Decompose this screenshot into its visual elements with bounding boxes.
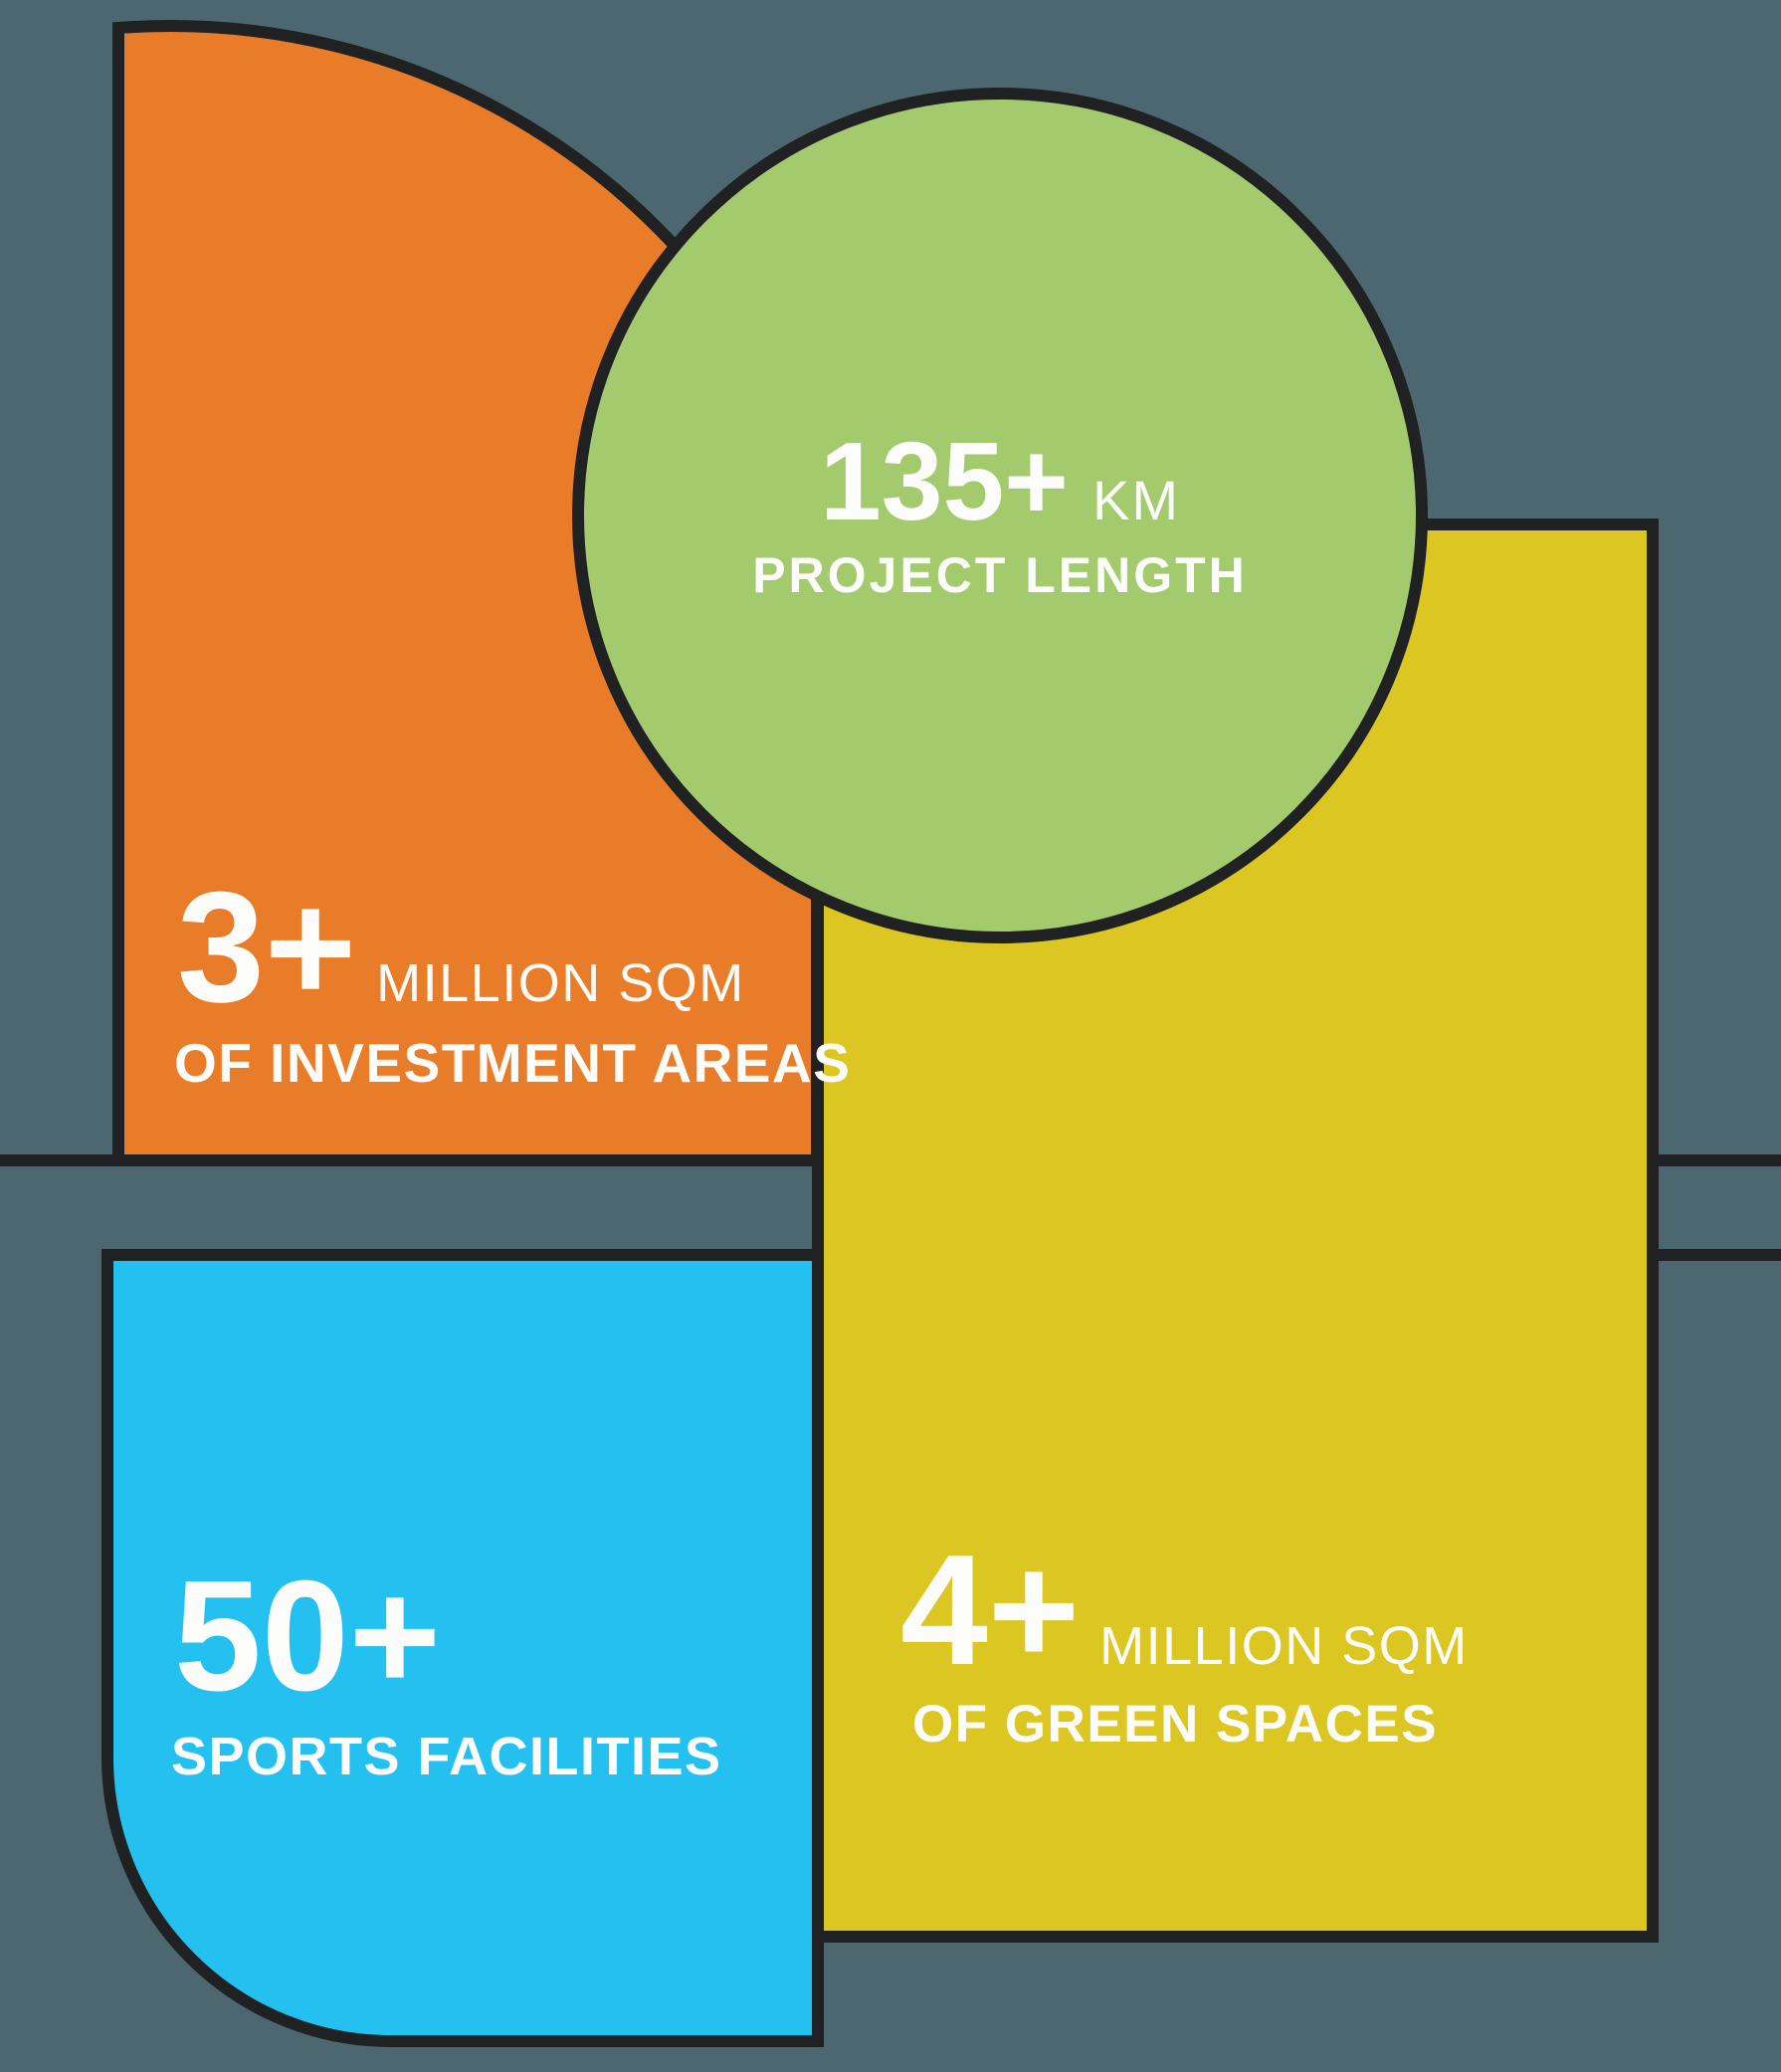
project-length-unit: KM [1092, 469, 1181, 531]
project-length-label: PROJECT LENGTH [752, 547, 1248, 603]
investment-value: 3+ [177, 860, 357, 1035]
project-length-circle [572, 88, 1428, 943]
green-spaces-value: 4+ [900, 1523, 1081, 1698]
sports-facilities-label: SPORTS FACILITIES [171, 1727, 722, 1786]
stat-sports-value-row: 50+ [174, 1557, 441, 1715]
investment-unit: MILLION SQM [376, 953, 745, 1013]
sports-facilities-shape [101, 1249, 824, 2047]
project-length-value: 135+ [819, 420, 1070, 543]
sports-facilities-value: 50+ [174, 1549, 442, 1724]
stat-project-length-value-row: 135+ KM [572, 427, 1428, 537]
green-spaces-unit: MILLION SQM [1099, 1616, 1469, 1676]
stat-green-value-row: 4+ MILLION SQM [900, 1532, 1469, 1689]
stat-investment-value-row: 3+ MILLION SQM [177, 869, 745, 1026]
green-spaces-label: OF GREEN SPACES [912, 1695, 1439, 1754]
investment-label: OF INVESTMENT AREAS [174, 1032, 852, 1094]
